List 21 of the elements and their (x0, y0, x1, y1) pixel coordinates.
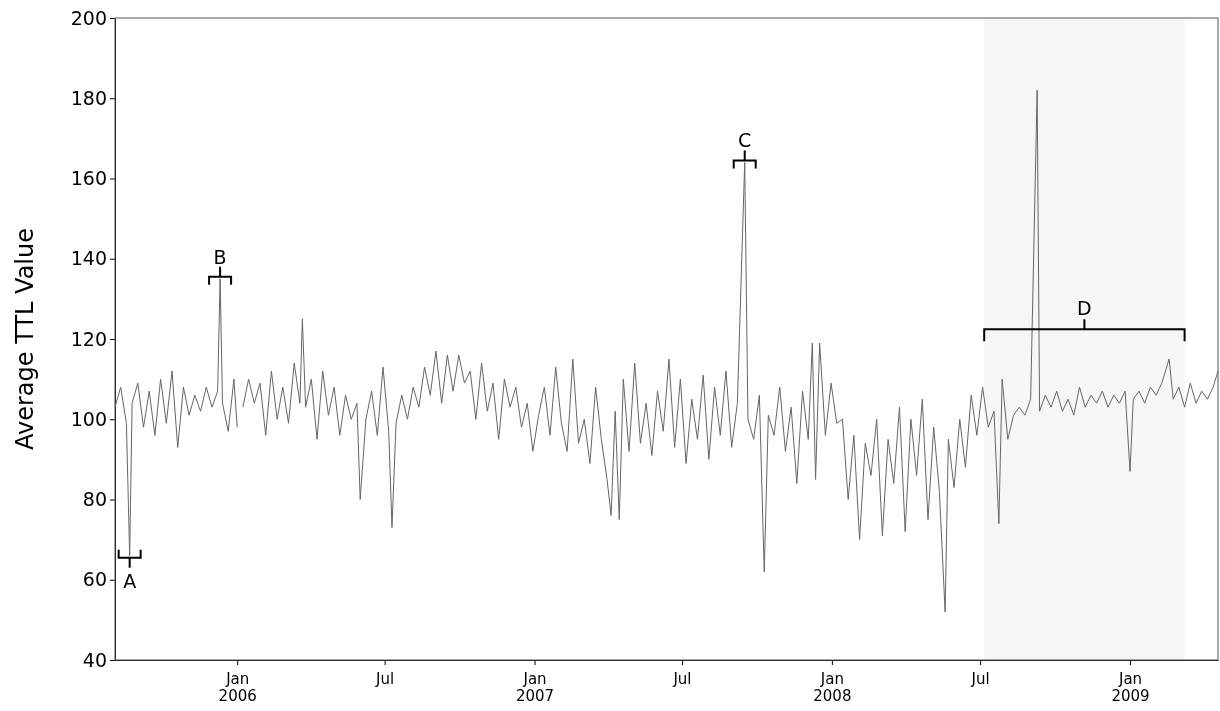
x-tick-label: Jul (375, 669, 395, 688)
y-tick-label: 100 (70, 407, 107, 430)
y-tick-label: 80 (82, 488, 107, 511)
y-tick-label: 60 (82, 568, 107, 591)
band-label: D (1077, 297, 1092, 320)
y-tick-label: 140 (70, 247, 107, 270)
x-tick-label: Jul (970, 669, 990, 688)
annotation: A (123, 569, 137, 592)
annotation: C (738, 129, 752, 152)
y-tick-label: 200 (70, 6, 107, 29)
annotation: B (213, 245, 227, 268)
y-tick-label: 160 (70, 167, 107, 190)
y-tick-label: 120 (70, 327, 107, 350)
y-axis-title: Average TTL Value (11, 228, 39, 450)
x-tick-label: Jan 2008 (813, 669, 852, 705)
x-tick-label: Jan 2009 (1111, 669, 1150, 705)
y-tick-label: 40 (82, 648, 107, 671)
x-tick-label: Jan 2006 (218, 669, 257, 705)
y-tick-label: 180 (70, 86, 107, 109)
x-tick-label: Jul (672, 669, 692, 688)
x-tick-label: Jan 2007 (515, 669, 555, 705)
